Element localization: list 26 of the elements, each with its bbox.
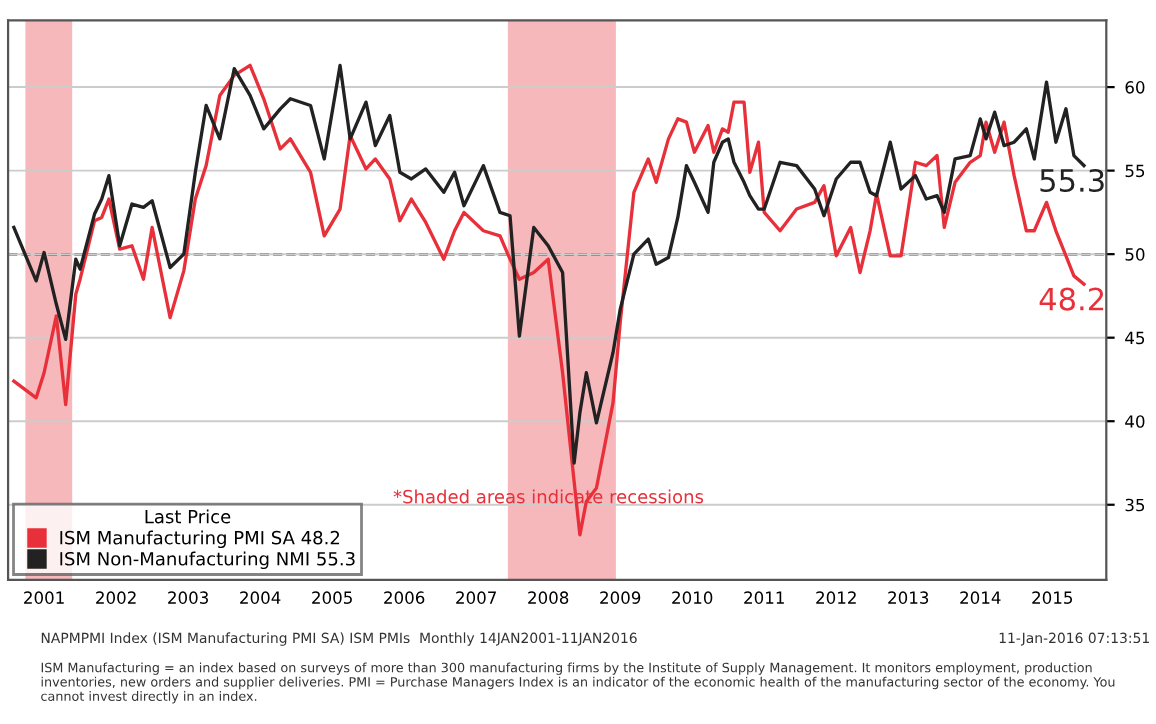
x-tick-label: 2008 (528, 591, 569, 604)
x-tick-label: 2014 (960, 591, 1001, 604)
x-tick-label: 2001 (24, 591, 64, 604)
legend-label: ISM Manufacturing PMI SA 48.2 (60, 530, 340, 549)
x-tick-label: 2005 (312, 591, 352, 604)
legend-title: Last Price (145, 509, 231, 524)
x-tick-label: 2006 (384, 591, 425, 604)
annotation: 55.3 (1040, 168, 1104, 193)
annotation: 48.2 (1039, 287, 1104, 311)
y-tick-label: 60 (1125, 81, 1145, 94)
legend-label: ISM Non-Manufacturing NMI 55.3 (60, 551, 355, 570)
x-tick-label: 2010 (672, 591, 713, 604)
x-tick-label: 2011 (744, 591, 784, 604)
x-tick-label: 2009 (600, 591, 641, 604)
y-tick-label: 35 (1125, 498, 1145, 512)
x-tick-label: 2012 (816, 591, 856, 604)
x-tick-label: 2015 (1032, 591, 1073, 604)
y-tick-label: 55 (1125, 164, 1145, 178)
x-tick-label: 2007 (456, 591, 496, 604)
x-tick-label: 2002 (96, 591, 136, 604)
x-tick-label: 2013 (888, 591, 929, 604)
x-tick-label: 2004 (240, 591, 281, 604)
x-tick-label: 2003 (168, 591, 208, 604)
y-tick-label: 40 (1125, 415, 1145, 428)
y-tick-label: 50 (1125, 248, 1145, 261)
y-tick-label: 45 (1125, 331, 1145, 345)
